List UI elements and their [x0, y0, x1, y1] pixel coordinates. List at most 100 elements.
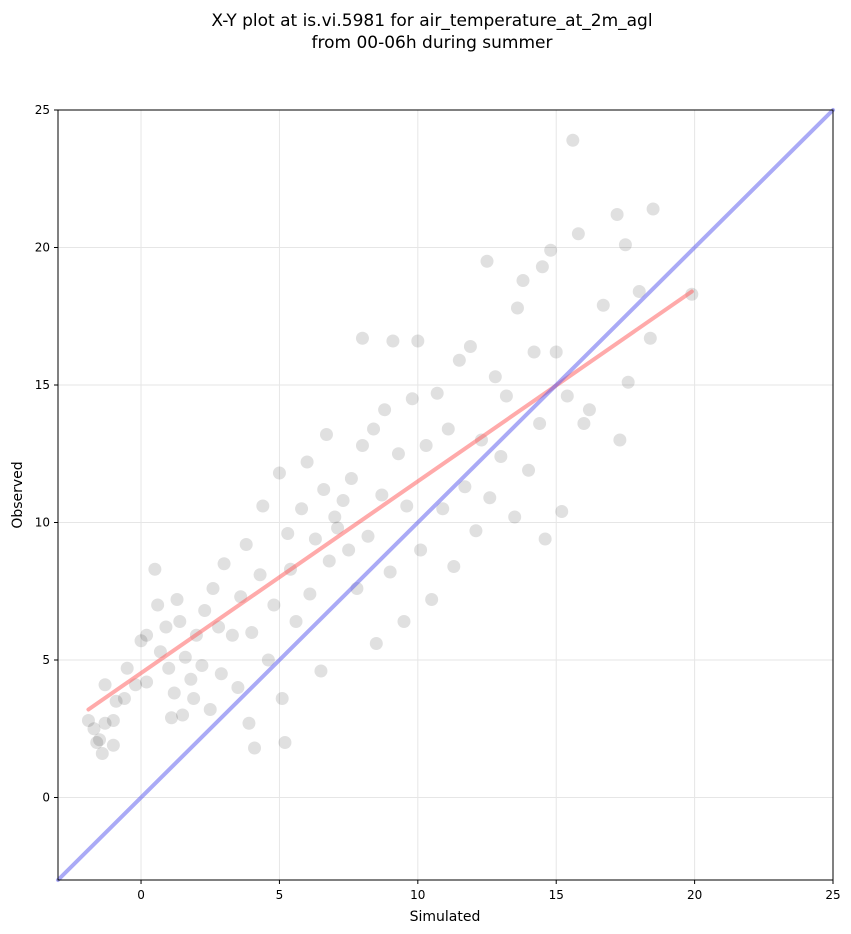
- scatter-point: [308, 532, 322, 546]
- scatter-point: [317, 483, 331, 496]
- scatter-point: [596, 298, 610, 312]
- scatter-point: [106, 738, 120, 752]
- plot-area-frame: [57, 109, 834, 881]
- scatter-point: [151, 598, 165, 612]
- scatter-point: [488, 370, 502, 384]
- scatter-point: [369, 637, 383, 650]
- scatter-point: [272, 466, 286, 480]
- y-axis-label: Observed: [10, 461, 26, 528]
- y-tick-label: 20: [35, 241, 50, 255]
- scatter-point: [253, 568, 267, 582]
- scatter-point: [98, 678, 112, 692]
- scatter-point: [499, 389, 513, 403]
- scatter-point: [355, 439, 369, 452]
- scatter-point: [319, 428, 333, 441]
- scatter-point: [458, 480, 472, 494]
- scatter-point: [117, 692, 131, 705]
- scatter-point: [430, 386, 444, 400]
- scatter-point: [261, 653, 275, 667]
- y-tick-label: 10: [35, 516, 50, 530]
- scatter-point: [187, 692, 201, 705]
- scatter-point: [555, 505, 569, 518]
- scatter-point: [355, 331, 369, 345]
- scatter-point: [632, 285, 646, 298]
- scatter-point: [134, 634, 148, 648]
- scatter-point: [383, 565, 397, 579]
- scatter-point: [248, 741, 262, 755]
- scatter-point: [405, 392, 419, 406]
- scatter-point: [184, 672, 198, 686]
- y-tick-label: 0: [42, 791, 50, 805]
- scatter-point: [378, 403, 392, 417]
- scatter-point: [106, 714, 120, 727]
- scatter-point: [231, 681, 245, 694]
- scatter-point: [295, 502, 309, 516]
- scatter-point: [95, 747, 109, 760]
- scatter-point: [494, 450, 508, 463]
- scatter-point: [566, 133, 580, 147]
- x-tick-label: 25: [825, 888, 840, 902]
- scatter-point: [322, 554, 336, 568]
- scatter-point: [93, 733, 107, 747]
- scatter-point: [314, 664, 328, 678]
- scatter-point: [414, 543, 428, 557]
- scatter-point: [148, 562, 162, 576]
- scatter-point: [242, 716, 256, 730]
- y-tick-label: 15: [35, 378, 50, 392]
- scatter-point: [480, 254, 494, 268]
- scatter-point: [336, 494, 350, 507]
- scatter-point: [367, 422, 381, 436]
- scatter-point: [610, 208, 624, 221]
- scatter-point: [646, 202, 660, 216]
- scatter-point: [281, 527, 295, 540]
- identity-line: [56, 108, 835, 882]
- scatter-point: [289, 615, 303, 628]
- scatter-point: [411, 334, 425, 348]
- scatter-point: [278, 736, 292, 749]
- scatter-point: [225, 628, 239, 642]
- x-tick-label: 15: [549, 888, 564, 902]
- scatter-point: [510, 301, 524, 315]
- scatter-point: [90, 736, 104, 749]
- scatter-point: [452, 353, 466, 367]
- scatter-point: [361, 529, 375, 543]
- scatter-point: [400, 499, 414, 513]
- scatter-point: [275, 692, 289, 705]
- scatter-point: [621, 375, 635, 389]
- scatter-point: [170, 593, 184, 606]
- scatter-point: [344, 472, 358, 485]
- chart-title-line-2: from 00-06h during summer: [312, 33, 553, 53]
- scatter-point: [81, 714, 95, 727]
- scatter-point: [391, 447, 405, 461]
- x-tick-label: 5: [276, 888, 284, 902]
- scatter-point: [397, 615, 411, 628]
- scatter-point: [214, 667, 228, 681]
- x-tick-label: 10: [410, 888, 425, 902]
- scatter-point: [140, 675, 154, 689]
- scatter-point: [533, 417, 547, 430]
- scatter-point: [178, 650, 192, 664]
- x-tick-label: 0: [137, 888, 145, 902]
- scatter-point: [375, 488, 389, 502]
- scatter-point: [618, 238, 632, 252]
- scatter-point: [159, 620, 173, 634]
- scatter-point: [303, 587, 317, 601]
- scatter-point: [582, 403, 596, 417]
- chart-title-line-1: X-Y plot at is.vi.5981 for air_temperatu…: [211, 11, 652, 31]
- scatter-point: [140, 628, 154, 642]
- scatter-point: [239, 538, 253, 551]
- scatter-point: [176, 708, 190, 722]
- scatter-point: [516, 274, 530, 287]
- regression-line: [86, 289, 694, 712]
- scatter-point: [549, 345, 563, 359]
- scatter-point: [195, 659, 209, 672]
- scatter-point: [527, 345, 541, 359]
- x-tick-label: 20: [687, 888, 702, 902]
- data-points: [81, 133, 699, 760]
- scatter-point: [331, 521, 345, 535]
- scatter-point: [203, 703, 217, 716]
- scatter-point: [560, 389, 574, 403]
- scatter-point: [328, 510, 342, 524]
- scatter-point: [109, 694, 123, 708]
